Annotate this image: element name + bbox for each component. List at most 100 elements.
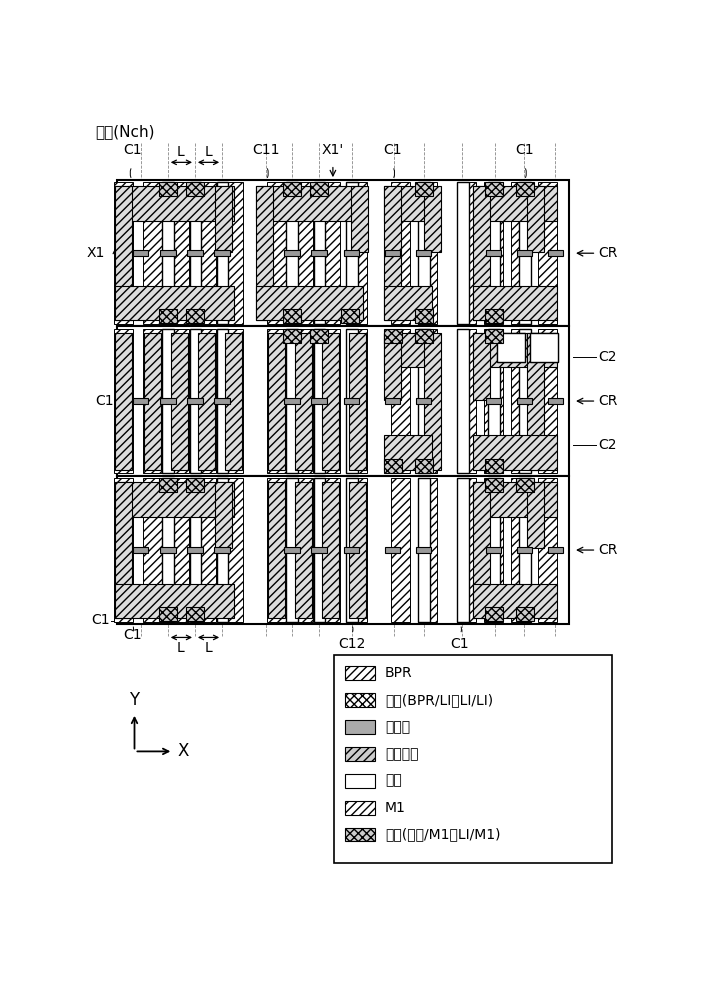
Bar <box>418 478 436 622</box>
Bar <box>283 309 301 323</box>
Bar <box>268 333 285 470</box>
Bar <box>348 478 367 622</box>
Bar <box>344 547 359 553</box>
Bar <box>473 186 490 320</box>
Bar <box>133 398 149 404</box>
Bar <box>115 482 234 517</box>
Bar <box>294 182 313 324</box>
Bar <box>115 333 132 470</box>
Bar <box>457 182 475 324</box>
Bar <box>198 333 215 470</box>
Bar <box>345 666 375 680</box>
Bar <box>517 250 532 256</box>
Text: C1: C1 <box>91 613 110 628</box>
Bar <box>313 478 325 622</box>
Bar <box>384 333 401 400</box>
Bar <box>384 435 432 470</box>
Text: CR: CR <box>598 246 617 260</box>
Bar <box>170 329 189 473</box>
Text: CR: CR <box>598 543 617 557</box>
Bar <box>511 329 529 473</box>
Bar <box>287 182 298 324</box>
Bar <box>114 182 133 324</box>
Bar <box>118 180 569 326</box>
Bar <box>488 478 500 622</box>
Bar <box>214 250 230 256</box>
Bar <box>391 329 410 473</box>
Bar <box>187 478 204 492</box>
Bar <box>295 333 312 470</box>
Bar <box>310 182 328 196</box>
Bar <box>322 482 339 618</box>
Bar <box>334 655 612 863</box>
Text: BPR: BPR <box>385 666 413 680</box>
Bar <box>115 186 132 320</box>
Text: X1': X1' <box>322 143 344 157</box>
Bar <box>416 398 432 404</box>
Bar <box>267 182 286 324</box>
Bar <box>488 182 500 324</box>
Bar <box>473 186 557 221</box>
Bar <box>527 333 543 470</box>
Bar <box>484 478 503 622</box>
Bar <box>268 482 285 618</box>
Text: 栋极: 栋极 <box>385 774 401 788</box>
Bar <box>313 182 325 324</box>
Bar <box>345 720 375 734</box>
Bar <box>516 478 534 492</box>
Bar <box>485 607 503 621</box>
Bar <box>519 182 531 324</box>
Bar <box>384 329 402 343</box>
Bar <box>457 329 469 473</box>
Bar <box>322 333 339 470</box>
Bar <box>349 482 366 618</box>
Bar <box>187 398 203 404</box>
Bar <box>384 286 432 320</box>
Bar <box>415 182 433 196</box>
Bar <box>473 333 557 367</box>
Bar <box>225 182 243 324</box>
Bar <box>197 182 216 324</box>
Bar <box>163 182 174 324</box>
Bar <box>294 478 313 622</box>
Bar <box>215 482 232 548</box>
Bar <box>214 398 230 404</box>
Bar <box>217 182 228 324</box>
Bar <box>348 329 367 473</box>
Bar <box>485 478 503 492</box>
Bar <box>384 333 432 367</box>
Bar <box>187 309 204 323</box>
Bar <box>225 329 243 473</box>
Bar <box>418 182 429 324</box>
Bar <box>159 182 177 196</box>
Bar <box>519 329 531 473</box>
Text: 触点(栋极/M1，LI/M1): 触点(栋极/M1，LI/M1) <box>385 828 501 842</box>
Bar <box>214 547 230 553</box>
Bar <box>321 182 340 324</box>
Bar <box>143 182 162 324</box>
Bar <box>485 182 503 196</box>
Bar <box>527 482 543 548</box>
Text: C2: C2 <box>598 350 617 364</box>
Text: L: L <box>205 641 213 655</box>
Bar <box>391 478 410 622</box>
Text: C11: C11 <box>253 143 280 157</box>
Text: X: X <box>178 742 189 760</box>
Bar <box>143 329 162 473</box>
Bar <box>346 182 358 324</box>
Bar <box>457 478 475 622</box>
Bar <box>346 478 358 622</box>
Bar <box>384 186 401 320</box>
Bar <box>294 329 313 473</box>
Bar <box>384 459 402 473</box>
Text: C1: C1 <box>451 637 470 651</box>
Bar <box>287 329 298 473</box>
Bar <box>197 329 216 473</box>
Bar <box>341 309 359 323</box>
Bar <box>385 250 401 256</box>
Text: M1: M1 <box>385 801 406 815</box>
Bar <box>284 547 300 553</box>
Text: C12a: C12a <box>96 394 132 408</box>
Bar <box>345 774 375 788</box>
Bar <box>344 250 359 256</box>
